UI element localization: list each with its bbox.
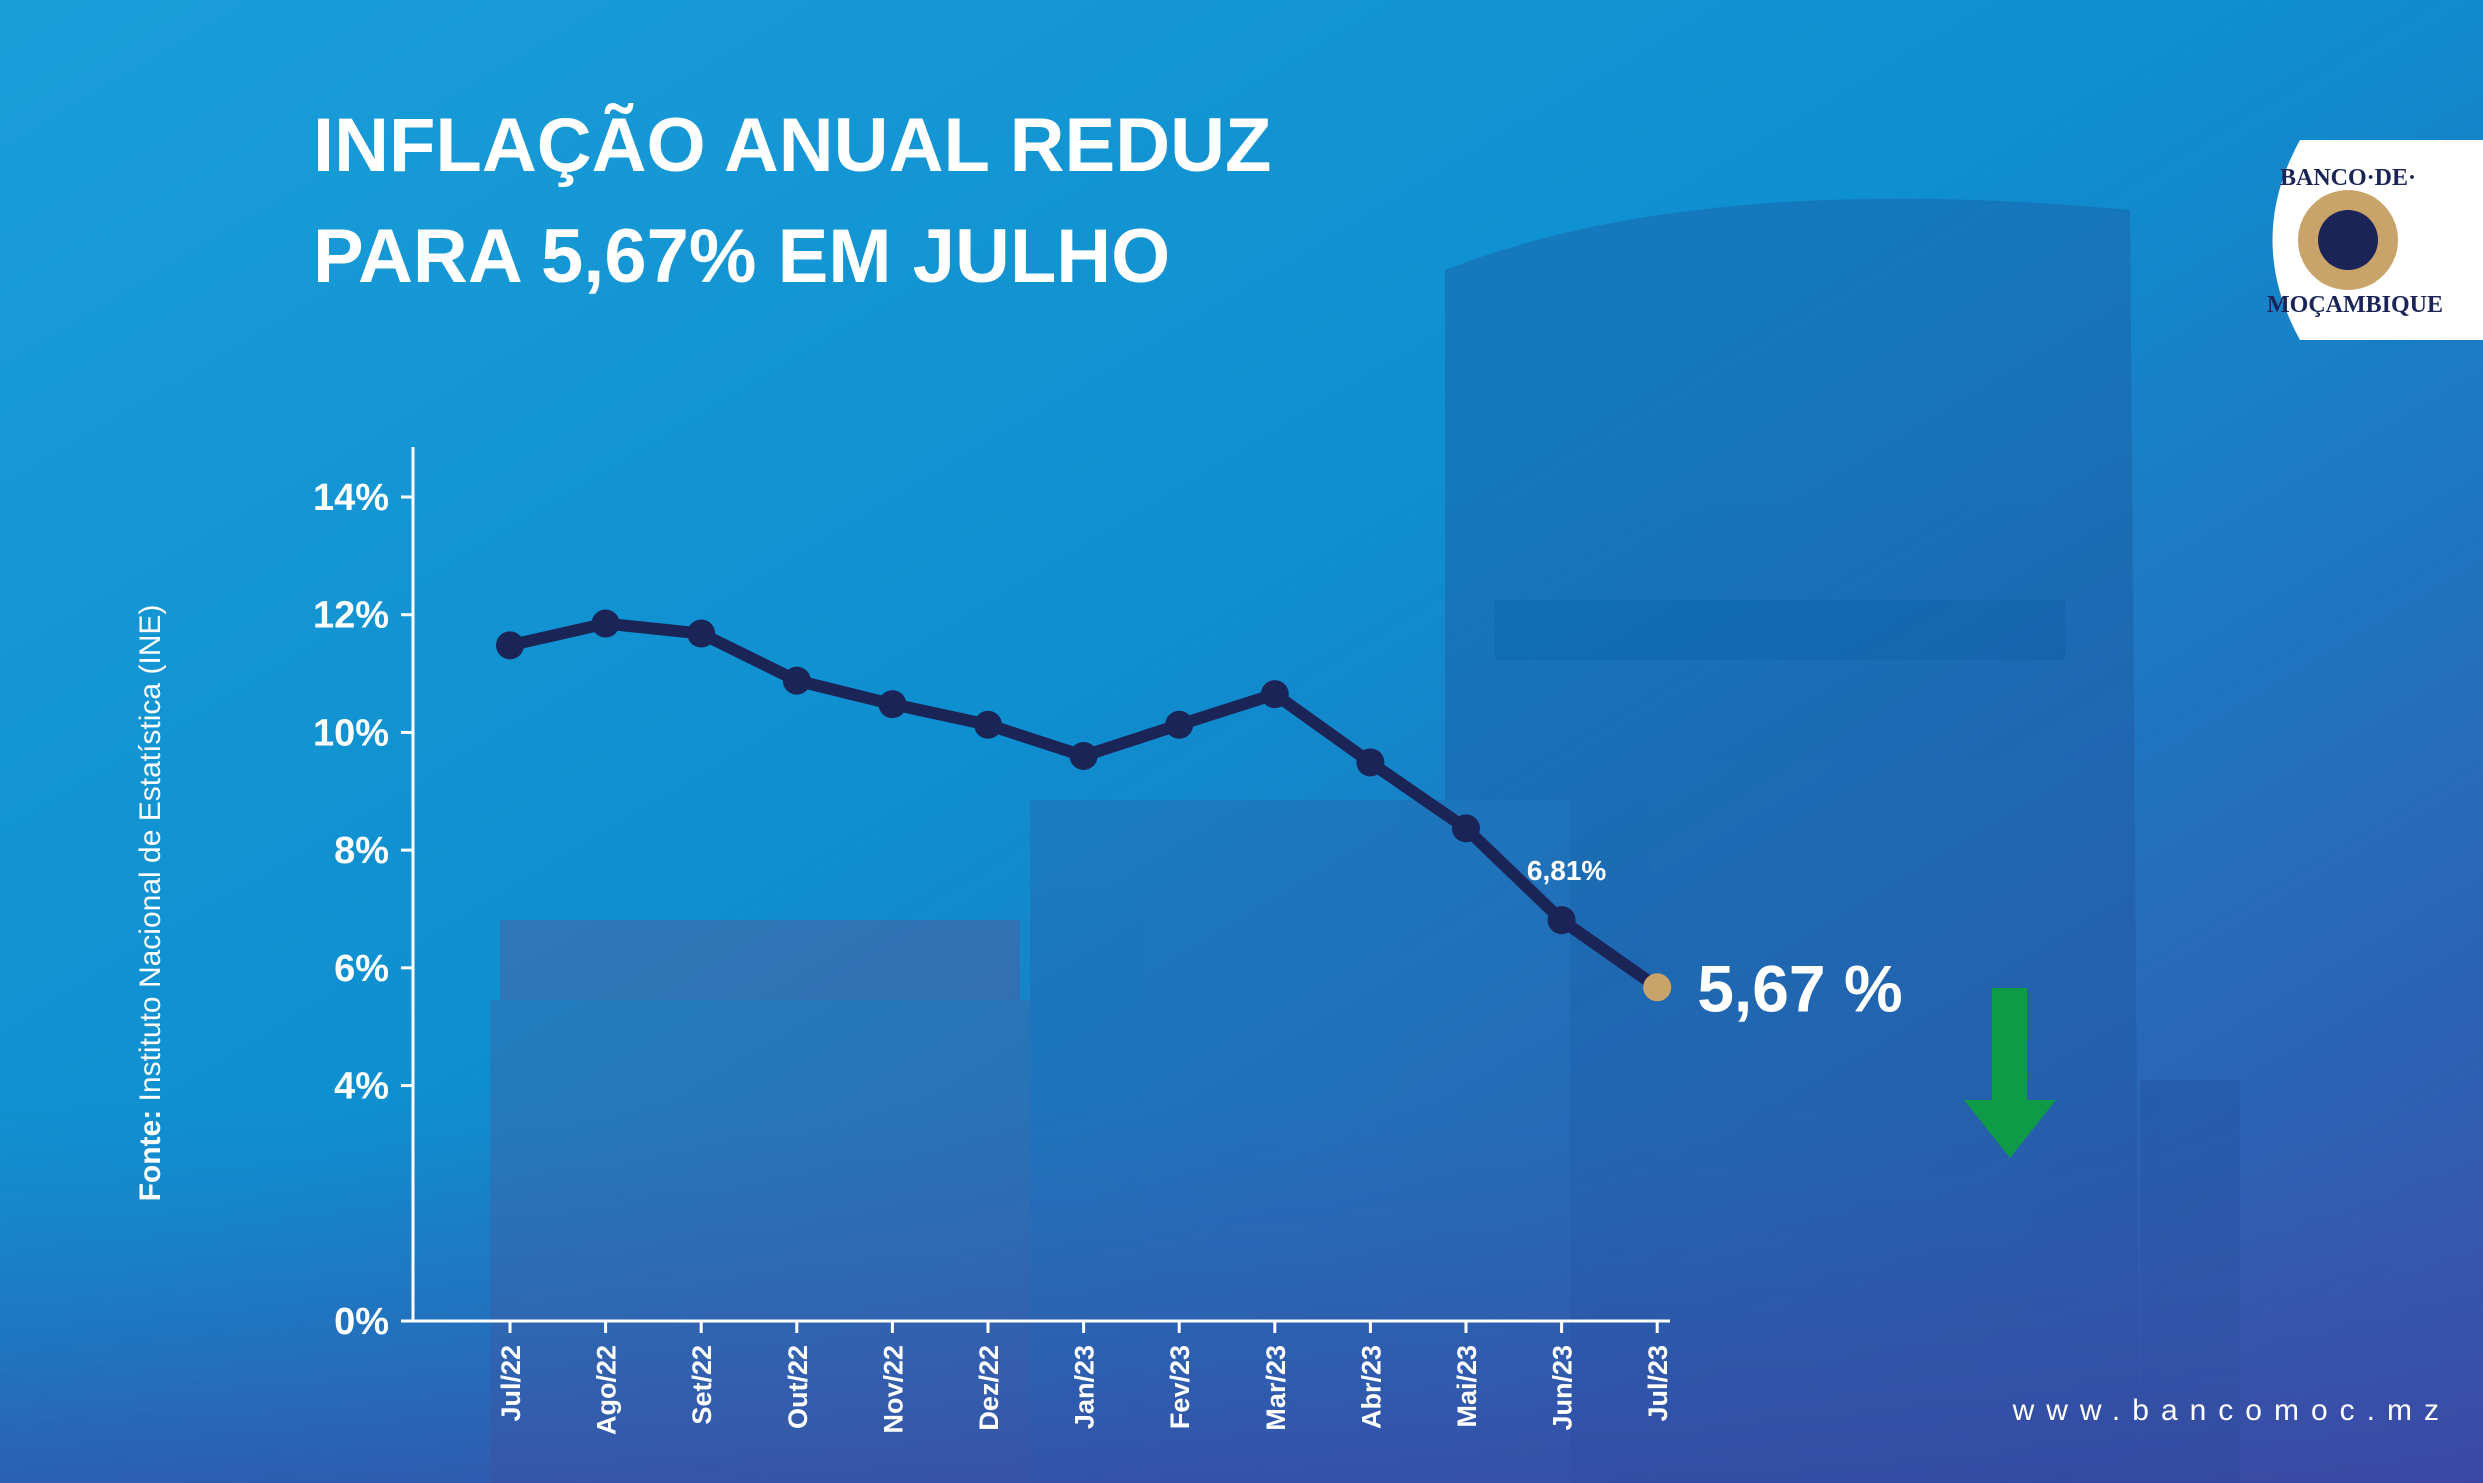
x-tick-label: Jun/23 xyxy=(1548,1345,1578,1431)
data-point xyxy=(1356,748,1385,777)
x-tick-label: Nov/22 xyxy=(878,1345,908,1434)
x-tick-label: Set/22 xyxy=(687,1345,717,1425)
value-label: 5,67 % xyxy=(1697,951,1902,1025)
source-label: Fonte: xyxy=(134,1110,167,1202)
data-point xyxy=(1547,906,1576,935)
y-tick-label: 14% xyxy=(313,477,389,519)
y-tick-label: 6% xyxy=(334,948,389,990)
data-point xyxy=(1452,814,1480,843)
value-label: 6,81% xyxy=(1527,855,1606,886)
data-point xyxy=(1643,973,1672,1002)
data-point xyxy=(687,619,716,648)
logo-emblem-inner xyxy=(2318,210,2378,270)
data-point xyxy=(878,690,907,719)
x-tick-label: Jul/22 xyxy=(496,1345,526,1422)
arrow-shaft xyxy=(1992,988,2027,1102)
data-point xyxy=(1069,741,1098,770)
arrow-head xyxy=(1964,1100,2056,1158)
logo: BANCO·DE· MOÇAMBIQUE xyxy=(2267,140,2483,340)
logo-text: BANCO·DE· xyxy=(2280,165,2416,191)
y-tick-label: 8% xyxy=(334,830,389,872)
data-point xyxy=(782,666,811,695)
x-tick-label: Dez/22 xyxy=(974,1345,1004,1431)
source: Fonte: Instituto Nacional de Estatística… xyxy=(134,605,167,1202)
y-tick-label: 12% xyxy=(313,595,389,637)
y-tick-label: 10% xyxy=(313,712,389,754)
y-tick-label: 0% xyxy=(334,1301,389,1343)
x-tick-label: Mar/23 xyxy=(1261,1345,1291,1431)
data-point xyxy=(974,710,1002,739)
x-tick-label: Jan/23 xyxy=(1070,1345,1100,1429)
x-tick-label: Jul/23 xyxy=(1643,1345,1673,1422)
source-text: Instituto Nacional de Estatística (INE) xyxy=(134,605,167,1102)
data-point xyxy=(591,609,620,638)
x-tick-label: Abr/23 xyxy=(1356,1345,1386,1429)
down-arrow xyxy=(1964,988,2056,1158)
x-tick-label: Out/22 xyxy=(783,1345,813,1429)
x-tick-label: Mai/23 xyxy=(1452,1345,1482,1428)
y-tick-label: 4% xyxy=(334,1066,389,1108)
data-point xyxy=(1260,680,1289,709)
data-point xyxy=(496,631,524,660)
title-line: INFLAÇÃO ANUAL REDUZ xyxy=(313,103,1271,188)
title-line: PARA 5,67% EM JULHO xyxy=(313,214,1170,299)
title: INFLAÇÃO ANUAL REDUZ PARA 5,67% EM JULHO xyxy=(313,103,1271,299)
x-tick-label: Fev/23 xyxy=(1165,1345,1195,1429)
logo-text: MOÇAMBIQUE xyxy=(2267,292,2443,318)
x-tick-label: Ago/22 xyxy=(592,1345,622,1435)
data-point xyxy=(1165,710,1194,739)
website: www.bancomoc.mz xyxy=(2012,1394,2451,1427)
